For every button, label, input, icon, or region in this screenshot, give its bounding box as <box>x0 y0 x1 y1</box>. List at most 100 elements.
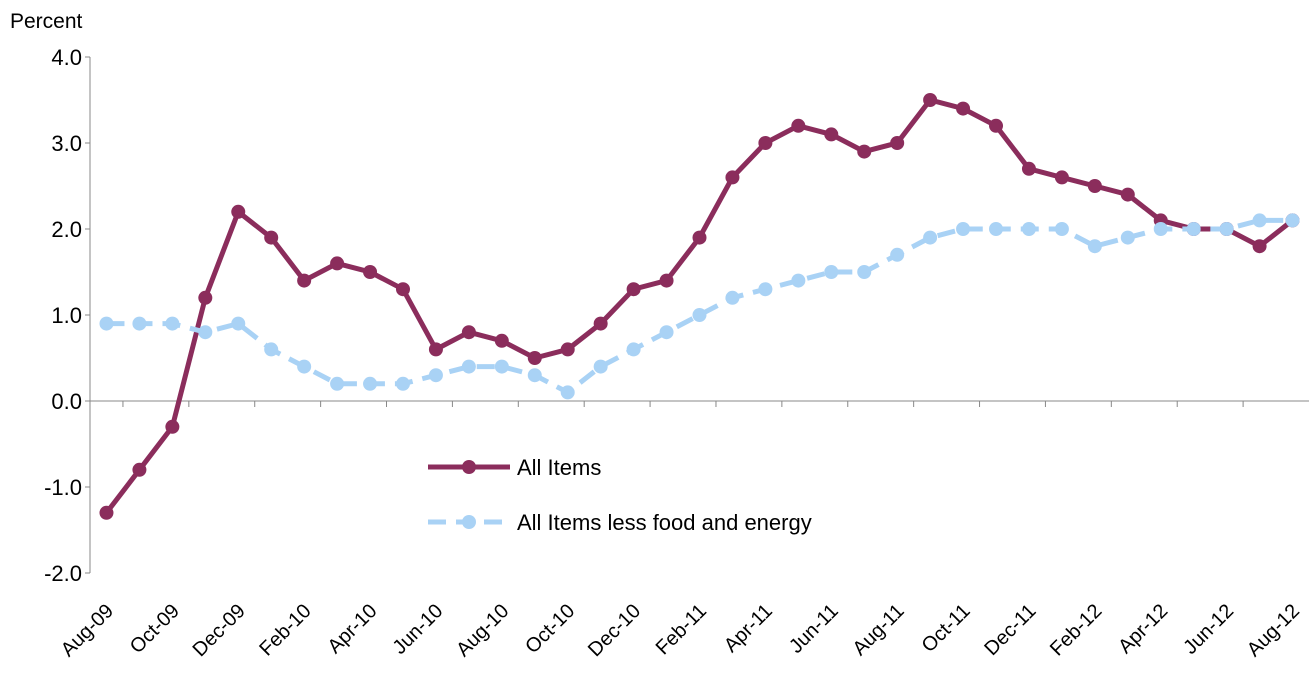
data-point <box>1285 213 1300 228</box>
x-tick-label: Oct-11 <box>918 600 975 657</box>
data-point <box>593 316 608 331</box>
x-tick-label: Dec-10 <box>584 600 645 661</box>
data-point <box>165 316 180 331</box>
data-point <box>923 93 938 107</box>
data-point <box>165 419 180 434</box>
data-point <box>593 359 608 374</box>
series-line <box>106 217 1293 396</box>
data-point <box>791 273 806 288</box>
data-point <box>989 222 1004 236</box>
data-point <box>395 282 410 297</box>
data-point <box>527 351 542 365</box>
data-point <box>725 290 740 305</box>
x-tick-label: Dec-09 <box>189 600 250 661</box>
data-point <box>989 118 1004 133</box>
data-point <box>560 385 575 400</box>
x-tick-label: Jun-10 <box>389 600 448 659</box>
data-point <box>1054 170 1069 185</box>
x-tick-label: Apr-11 <box>720 600 777 657</box>
data-point <box>824 127 839 142</box>
legend-label: All Items <box>517 455 601 480</box>
data-point <box>461 359 476 374</box>
y-tick-label: 2.0 <box>51 217 82 242</box>
y-tick-label: 0.0 <box>51 389 82 414</box>
data-point <box>923 230 938 245</box>
x-tick-label: Oct-09 <box>126 600 184 658</box>
data-point <box>560 342 575 357</box>
data-point <box>494 333 509 348</box>
x-tick-label: Feb-10 <box>255 600 315 660</box>
data-point <box>461 325 476 340</box>
x-tick-label: Aug-11 <box>849 600 909 660</box>
data-point <box>231 316 246 331</box>
data-point <box>1021 222 1036 236</box>
data-point <box>659 325 674 340</box>
data-point <box>132 462 147 477</box>
data-point <box>890 136 905 150</box>
x-tick-label: Jun-12 <box>1179 600 1238 659</box>
data-point <box>1021 161 1036 176</box>
x-tick-label: Apr-12 <box>1114 600 1172 658</box>
data-point <box>791 118 806 133</box>
data-point <box>956 222 971 236</box>
x-tick-label: Aug-09 <box>57 600 118 661</box>
data-point <box>395 376 410 391</box>
data-point <box>330 256 345 271</box>
data-point <box>198 325 213 340</box>
data-point <box>659 273 674 288</box>
data-point <box>363 265 378 279</box>
y-tick-label: -2.0 <box>44 561 82 586</box>
data-point <box>758 136 773 150</box>
series-line <box>104 97 1295 515</box>
legend-label: All Items less food and energy <box>517 510 812 535</box>
y-axis-label: Percent <box>10 10 83 33</box>
data-point <box>330 376 345 391</box>
x-tick-label: Oct-10 <box>521 600 579 658</box>
data-point <box>231 204 246 219</box>
data-point <box>857 144 872 159</box>
x-tick-label: Aug-10 <box>452 600 513 661</box>
data-point <box>692 230 707 245</box>
data-point <box>692 308 707 322</box>
legend-marker <box>462 460 476 474</box>
x-tick-label: Dec-11 <box>980 600 1040 660</box>
data-point <box>428 368 443 383</box>
data-point <box>758 282 773 297</box>
data-point <box>132 316 147 331</box>
data-point <box>297 273 312 288</box>
data-point <box>626 342 641 357</box>
x-tick-label: Apr-10 <box>324 600 382 658</box>
data-point <box>99 505 114 520</box>
data-point <box>1087 239 1102 254</box>
data-point <box>297 359 312 374</box>
legend-marker <box>462 515 476 529</box>
data-point <box>527 368 542 383</box>
y-tick-label: 3.0 <box>51 131 82 156</box>
data-point <box>626 282 641 297</box>
data-point <box>1120 230 1135 245</box>
data-point <box>264 230 279 245</box>
data-point <box>99 316 114 331</box>
y-tick-label: -1.0 <box>44 475 82 500</box>
data-point <box>494 359 509 374</box>
data-point <box>824 265 839 279</box>
y-tick-label: 4.0 <box>51 45 82 70</box>
data-point <box>857 265 872 279</box>
data-point <box>1087 179 1102 193</box>
data-point <box>264 342 279 357</box>
data-point <box>1120 187 1135 202</box>
data-point <box>363 376 378 391</box>
data-point <box>1153 222 1168 236</box>
y-tick-label: 1.0 <box>51 303 82 328</box>
data-point <box>198 290 213 305</box>
data-point <box>1219 222 1234 236</box>
x-tick-label: Aug-12 <box>1243 600 1304 661</box>
data-point <box>956 101 971 116</box>
data-point <box>890 247 905 262</box>
x-tick-label: Feb-11 <box>652 600 711 659</box>
data-point <box>1186 222 1201 236</box>
data-point <box>1054 222 1069 236</box>
data-point <box>1252 239 1267 254</box>
